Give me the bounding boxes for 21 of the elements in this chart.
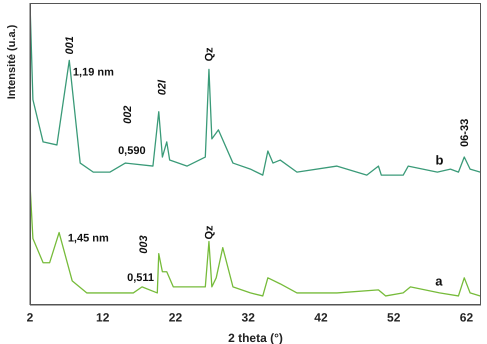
annotation: a bbox=[435, 273, 444, 288]
annotation: 1,45 nm bbox=[68, 232, 110, 245]
annotation: 02l bbox=[156, 78, 168, 96]
x-tick-label: 32 bbox=[242, 310, 256, 325]
x-tick-label: 2 bbox=[26, 310, 34, 325]
x-tick-label: 12 bbox=[96, 310, 110, 325]
annotation: 001 bbox=[64, 36, 76, 54]
annotation: 003 bbox=[138, 235, 150, 254]
annotation: 002 bbox=[122, 106, 134, 124]
x-tick-label: 62 bbox=[460, 310, 474, 325]
x-tick-label: 52 bbox=[387, 310, 401, 325]
annotation: 0,511 bbox=[127, 272, 154, 284]
x-tick-label: 22 bbox=[168, 310, 182, 325]
annotation: b bbox=[436, 152, 444, 168]
annotation: 06-33 bbox=[458, 118, 471, 147]
annotation: 0,590 bbox=[118, 144, 146, 157]
annotation: Qz bbox=[204, 224, 216, 240]
y-axis-title: Intensité (u.a.) bbox=[6, 24, 18, 100]
annotation: 1,19 nm bbox=[72, 66, 114, 78]
annotation: Qz bbox=[204, 46, 216, 62]
x-tick-label: 42 bbox=[314, 310, 328, 325]
